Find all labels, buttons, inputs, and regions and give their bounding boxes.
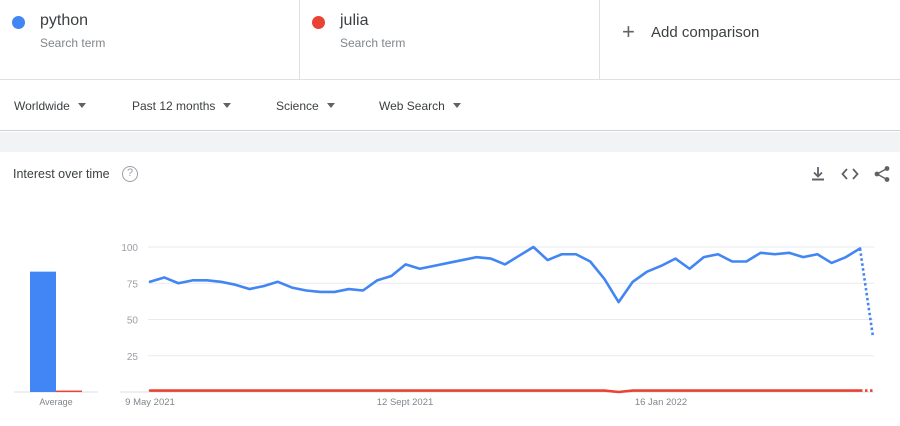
x-tick-label: 12 Sept 2021 (377, 397, 434, 408)
category-dropdown[interactable]: Science (276, 99, 335, 113)
card-title: Interest over time (13, 167, 110, 181)
partial-data-segment-python (858, 248, 875, 338)
average-bar-julia (56, 390, 82, 393)
section-gap (0, 132, 900, 152)
average-bar-python (30, 271, 56, 392)
plus-icon: + (622, 19, 635, 44)
time-label: Past 12 months (132, 99, 216, 113)
download-icon[interactable] (808, 164, 828, 184)
add-comparison-button[interactable]: + Add comparison (600, 0, 900, 80)
series-line-julia (148, 389, 862, 394)
time-dropdown[interactable]: Past 12 months (132, 99, 232, 113)
y-tick-label: 100 (121, 243, 138, 254)
term-type: Search term (40, 36, 106, 50)
caret-down-icon (77, 103, 86, 109)
series-line-python (148, 245, 862, 304)
interest-chart: 100 75 50 25 9 May 2021 12 Sept 2021 16 Jan 20… (14, 243, 875, 408)
caret-down-icon (452, 103, 461, 109)
caret-down-icon (326, 103, 335, 109)
julia-color-dot (312, 16, 325, 29)
y-tick-label: 25 (127, 352, 139, 363)
region-label: Worldwide (14, 99, 70, 113)
term-julia[interactable]: julia Search term (300, 0, 600, 80)
interest-over-time-card: Interest over time ? 100 75 50 25 9 May 2021… (0, 152, 900, 426)
term-name[interactable]: julia (340, 12, 369, 29)
search-type-dropdown[interactable]: Web Search (379, 99, 461, 113)
y-tick-label: 75 (127, 279, 139, 290)
python-color-dot (12, 16, 25, 29)
y-tick-label: 50 (127, 316, 139, 327)
add-comparison-label: Add comparison (651, 24, 760, 41)
term-python[interactable]: python Search term (0, 0, 300, 80)
category-label: Science (276, 99, 319, 113)
region-dropdown[interactable]: Worldwide (14, 99, 86, 113)
caret-down-icon (223, 103, 232, 109)
share-icon[interactable] (872, 164, 892, 184)
embed-icon[interactable] (840, 164, 860, 184)
x-tick-label: 16 Jan 2022 (635, 397, 687, 408)
average-label: Average (39, 397, 72, 407)
help-icon[interactable]: ? (122, 166, 138, 182)
term-type: Search term (340, 36, 406, 50)
comparison-terms: python Search term julia Search term + A… (0, 0, 900, 80)
x-tick-label: 9 May 2021 (125, 397, 175, 408)
search-type-label: Web Search (379, 99, 445, 113)
term-name[interactable]: python (40, 12, 89, 29)
filter-bar: Worldwide Past 12 months Science Web Sea… (0, 81, 900, 131)
